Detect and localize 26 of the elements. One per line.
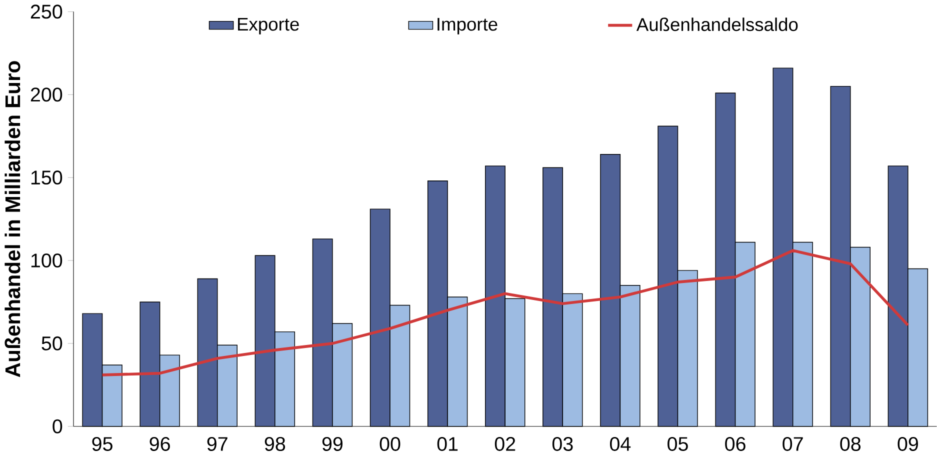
legend-label: Importe	[438, 18, 498, 35]
x-tick-label: 03	[552, 437, 573, 452]
x-tick-label: 09	[898, 437, 918, 452]
x-tick-label: 96	[150, 437, 170, 452]
y-tick-label: 250	[30, 4, 62, 19]
x-tick-label: 00	[380, 437, 400, 452]
x-tick-label: 95	[92, 437, 112, 452]
y-tick-label: 200	[30, 88, 62, 102]
x-tick-label: 07	[782, 437, 803, 452]
x-tick-label: 01	[437, 437, 458, 452]
x-tick-label: 97	[207, 437, 228, 452]
x-tick-label: 99	[322, 437, 343, 452]
x-tick-label: 98	[264, 437, 286, 452]
x-tick-label: 04	[610, 437, 631, 452]
x-tick-label: 08	[840, 437, 861, 452]
y-tick-label: 100	[31, 254, 62, 268]
x-tick-label: 02	[494, 437, 516, 452]
y-axis-title: Außenhandel in Milliarden Euro	[4, 61, 20, 378]
x-tick-label: 05	[668, 437, 688, 452]
y-tick-label: 50	[42, 336, 62, 351]
legend-label: Außenhandelssaldo	[636, 18, 798, 32]
x-tick-label: 06	[725, 437, 746, 452]
y-tick-label: 150	[31, 170, 62, 185]
legend-label: Exporte	[238, 18, 299, 35]
line-series	[100, 249, 910, 377]
y-tick-label: 0	[52, 420, 62, 434]
